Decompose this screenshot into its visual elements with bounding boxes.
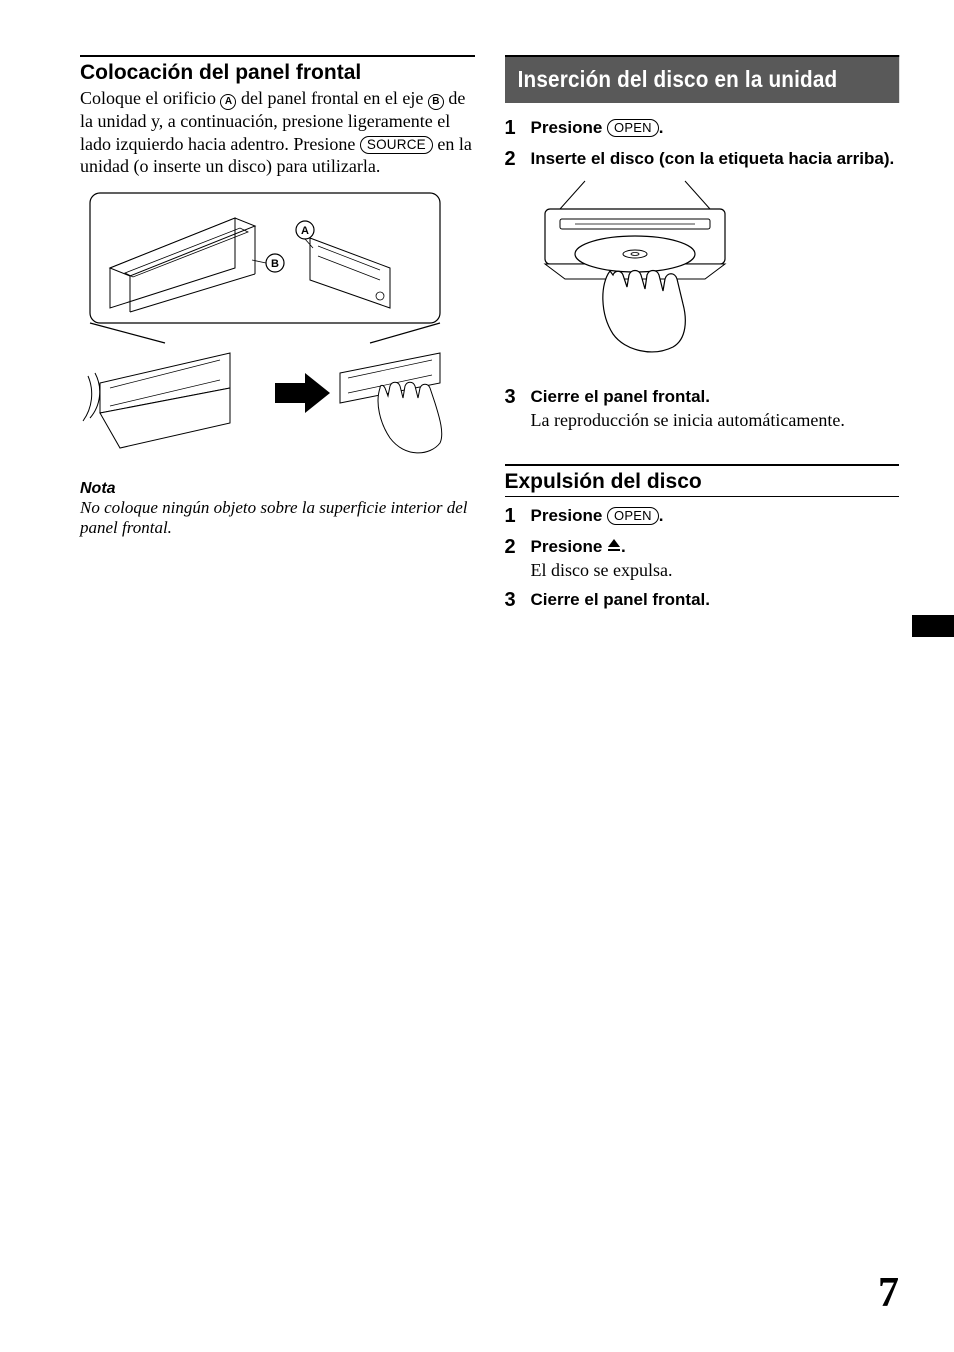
step-text-part: .	[621, 537, 626, 556]
insert-disc-figure	[505, 179, 900, 364]
step-number: 3	[505, 386, 531, 432]
open-button-label: OPEN	[607, 507, 659, 525]
insert-steps-cont: 3 Cierre el panel frontal. La reproducci…	[505, 386, 900, 432]
eject-steps: 1 Presione OPEN. 2 Presione . El disco s…	[505, 505, 900, 613]
step-item: 1 Presione OPEN.	[505, 505, 900, 528]
step-text-part: Presione	[531, 506, 608, 525]
svg-text:B: B	[271, 258, 279, 270]
step-item: 2 Inserte el disco (con la etiqueta haci…	[505, 148, 900, 171]
circled-b: B	[428, 94, 444, 110]
left-body-text: Coloque el orificio A del panel frontal …	[80, 87, 475, 178]
step-item: 3 Cierre el panel frontal.	[505, 589, 900, 612]
step-item: 1 Presione OPEN.	[505, 117, 900, 140]
step-number: 1	[505, 117, 531, 140]
right-column: Inserción del disco en la unidad 1 Presi…	[505, 55, 900, 620]
section-sub-rule	[505, 496, 900, 497]
step-text: Presione .	[531, 537, 626, 556]
note-text: No coloque ningún objeto sobre la superf…	[80, 498, 475, 539]
source-button-label: SOURCE	[360, 136, 433, 154]
section-rule	[505, 464, 900, 466]
step-text: Inserte el disco (con la etiqueta hacia …	[531, 149, 895, 168]
side-tab	[912, 615, 954, 637]
step-subtext: El disco se expulsa.	[531, 559, 900, 582]
left-section-title: Colocación del panel frontal	[80, 61, 475, 85]
step-subtext: La reproducción se inicia automáticament…	[531, 409, 900, 432]
step-text: Presione OPEN.	[531, 118, 664, 137]
step-number: 2	[505, 536, 531, 582]
note-title: Nota	[80, 480, 475, 498]
page-number: 7	[878, 1269, 899, 1317]
insert-steps: 1 Presione OPEN. 2 Inserte el disco (con…	[505, 117, 900, 171]
eject-section-title: Expulsión del disco	[505, 470, 900, 494]
step-text: Cierre el panel frontal.	[531, 590, 711, 609]
para-text: del panel frontal en el eje	[236, 88, 427, 108]
step-item: 2 Presione . El disco se expulsa.	[505, 536, 900, 582]
dark-section-header: Inserción del disco en la unidad	[505, 55, 899, 103]
panel-attach-figure: A B	[80, 188, 475, 468]
step-item: 3 Cierre el panel frontal. La reproducci…	[505, 386, 900, 432]
left-column: Colocación del panel frontal Coloque el …	[80, 55, 475, 620]
step-number: 2	[505, 148, 531, 171]
section-rule	[80, 55, 475, 57]
step-text-part: .	[659, 506, 664, 525]
circled-a: A	[220, 94, 236, 110]
step-text: Cierre el panel frontal.	[531, 386, 900, 408]
step-number: 3	[505, 589, 531, 612]
step-number: 1	[505, 505, 531, 528]
step-text: Presione OPEN.	[531, 506, 664, 525]
svg-text:A: A	[301, 225, 309, 237]
open-button-label: OPEN	[607, 119, 659, 137]
step-text-part: .	[659, 118, 664, 137]
para-text: Coloque el orificio	[80, 88, 220, 108]
step-text-part: Presione	[531, 118, 608, 137]
eject-icon	[607, 537, 621, 555]
step-text-part: Presione	[531, 537, 608, 556]
